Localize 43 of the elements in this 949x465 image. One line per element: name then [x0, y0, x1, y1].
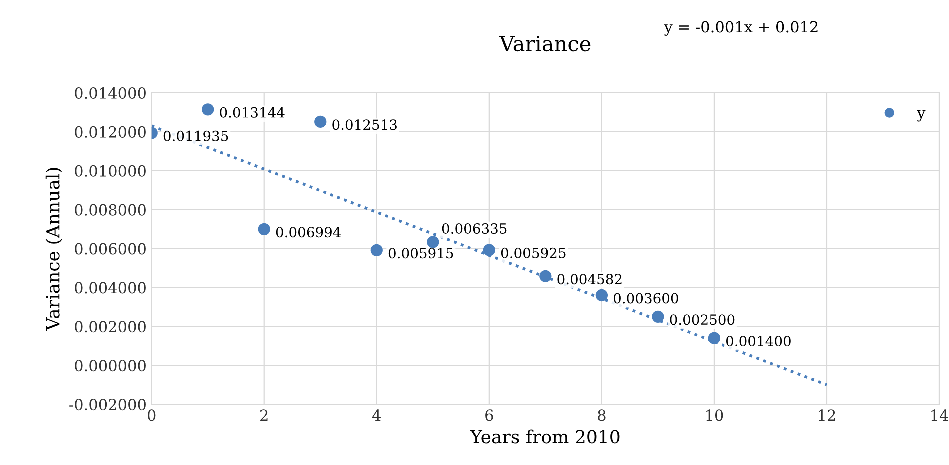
y-tick-label: 0.002000: [75, 321, 146, 333]
point: [202, 104, 214, 116]
x-tick-label: 4: [372, 410, 381, 422]
x-tick-label: 0: [148, 410, 156, 422]
x-tick-label: 8: [598, 410, 606, 422]
point: [258, 223, 270, 236]
point: [540, 270, 552, 282]
x-tick-label: 6: [486, 410, 494, 422]
point: [483, 244, 496, 256]
data-label: 0.006994: [276, 227, 342, 238]
data-label: 0.006335: [442, 224, 507, 234]
x-tick-label: 12: [819, 410, 836, 422]
data-label: 0.001400: [726, 336, 791, 347]
data-label: 0.004582: [558, 274, 622, 285]
point: [314, 116, 327, 128]
data-label: 0.003600: [614, 293, 678, 304]
y-axis-title: Variance (Annual): [46, 168, 62, 331]
point: [370, 244, 383, 257]
y-tick-label: 0.008000: [75, 204, 146, 216]
y-tick-label: 0.014000: [75, 87, 146, 100]
y-tick-label: 0.006000: [75, 243, 146, 255]
legend-label: y: [917, 110, 926, 122]
point: [708, 332, 721, 344]
y-tick-label: 0.010000: [75, 165, 146, 177]
point: [596, 289, 608, 302]
point: [427, 236, 440, 248]
x-tick-label: 2: [260, 410, 268, 422]
y-tick-label: 0.004000: [75, 282, 146, 294]
y-tick-label: -0.002000: [70, 399, 146, 411]
x-axis-title: Years from 2010: [470, 430, 620, 444]
data-label: 0.012513: [332, 120, 397, 130]
y-tick-label: 0.000000: [75, 360, 146, 372]
data-label: 0.005925: [501, 248, 566, 258]
text: y = -0.001x + 0.012: [664, 21, 818, 36]
x-tick-label: 10: [706, 410, 724, 422]
data-label: 0.013144: [220, 107, 285, 118]
x-tick-label: 14: [932, 410, 948, 422]
y-tick-label: 0.012000: [75, 126, 146, 138]
data-label: 0.005915: [388, 248, 454, 259]
data-label: 0.011935: [164, 130, 228, 142]
data-label: 0.002500: [670, 314, 735, 326]
point: [652, 310, 664, 323]
chart-title: Variance: [499, 36, 591, 52]
